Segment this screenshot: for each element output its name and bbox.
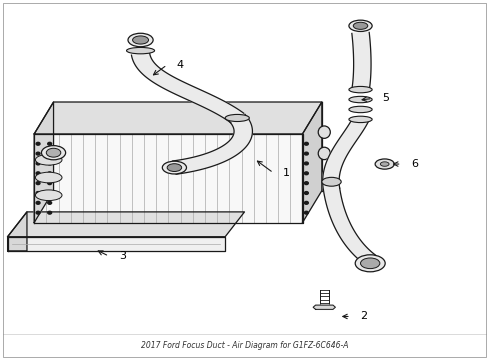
Circle shape xyxy=(304,172,308,175)
Polygon shape xyxy=(8,237,224,251)
Polygon shape xyxy=(312,305,335,309)
Circle shape xyxy=(304,152,308,155)
Polygon shape xyxy=(323,188,375,264)
Text: 6: 6 xyxy=(410,159,417,169)
Ellipse shape xyxy=(35,190,62,201)
Ellipse shape xyxy=(224,114,249,122)
Ellipse shape xyxy=(348,20,371,31)
Ellipse shape xyxy=(318,147,329,159)
Ellipse shape xyxy=(126,48,154,54)
Polygon shape xyxy=(8,212,244,237)
Text: 1: 1 xyxy=(283,168,289,178)
Circle shape xyxy=(36,182,40,185)
Ellipse shape xyxy=(354,255,385,272)
Ellipse shape xyxy=(360,258,379,269)
Ellipse shape xyxy=(348,86,371,93)
Circle shape xyxy=(36,152,40,155)
Ellipse shape xyxy=(348,116,371,122)
Ellipse shape xyxy=(318,126,329,138)
Polygon shape xyxy=(34,134,302,222)
Circle shape xyxy=(48,202,52,204)
Text: 2: 2 xyxy=(360,311,367,321)
Circle shape xyxy=(304,211,308,214)
Polygon shape xyxy=(322,118,367,190)
Ellipse shape xyxy=(46,148,61,157)
Circle shape xyxy=(48,142,52,145)
Circle shape xyxy=(36,202,40,204)
Ellipse shape xyxy=(128,33,153,47)
Polygon shape xyxy=(34,102,321,134)
Circle shape xyxy=(36,162,40,165)
Circle shape xyxy=(36,142,40,145)
Text: 3: 3 xyxy=(119,251,125,261)
Circle shape xyxy=(48,162,52,165)
Ellipse shape xyxy=(162,161,186,174)
Polygon shape xyxy=(8,212,27,251)
Ellipse shape xyxy=(374,159,393,169)
Circle shape xyxy=(48,152,52,155)
Ellipse shape xyxy=(35,154,62,165)
Ellipse shape xyxy=(348,106,371,113)
Polygon shape xyxy=(131,53,243,123)
Ellipse shape xyxy=(352,22,367,30)
Ellipse shape xyxy=(132,36,148,44)
Circle shape xyxy=(304,162,308,165)
Text: 2017 Ford Focus Duct - Air Diagram for G1FZ-6C646-A: 2017 Ford Focus Duct - Air Diagram for G… xyxy=(141,341,347,350)
Polygon shape xyxy=(351,32,370,90)
Text: 4: 4 xyxy=(177,60,183,70)
Ellipse shape xyxy=(321,177,341,186)
Circle shape xyxy=(36,172,40,175)
Circle shape xyxy=(48,182,52,185)
Circle shape xyxy=(304,142,308,145)
Circle shape xyxy=(304,182,308,185)
Ellipse shape xyxy=(41,145,65,160)
Circle shape xyxy=(304,192,308,194)
Text: 5: 5 xyxy=(382,94,388,103)
Circle shape xyxy=(48,172,52,175)
Ellipse shape xyxy=(35,172,62,183)
Circle shape xyxy=(48,211,52,214)
Ellipse shape xyxy=(167,164,181,171)
Polygon shape xyxy=(302,102,321,222)
Polygon shape xyxy=(172,114,252,174)
Circle shape xyxy=(48,192,52,194)
Ellipse shape xyxy=(348,96,371,103)
Polygon shape xyxy=(34,102,53,222)
Circle shape xyxy=(36,192,40,194)
Ellipse shape xyxy=(380,162,388,166)
Circle shape xyxy=(36,211,40,214)
Circle shape xyxy=(304,202,308,204)
